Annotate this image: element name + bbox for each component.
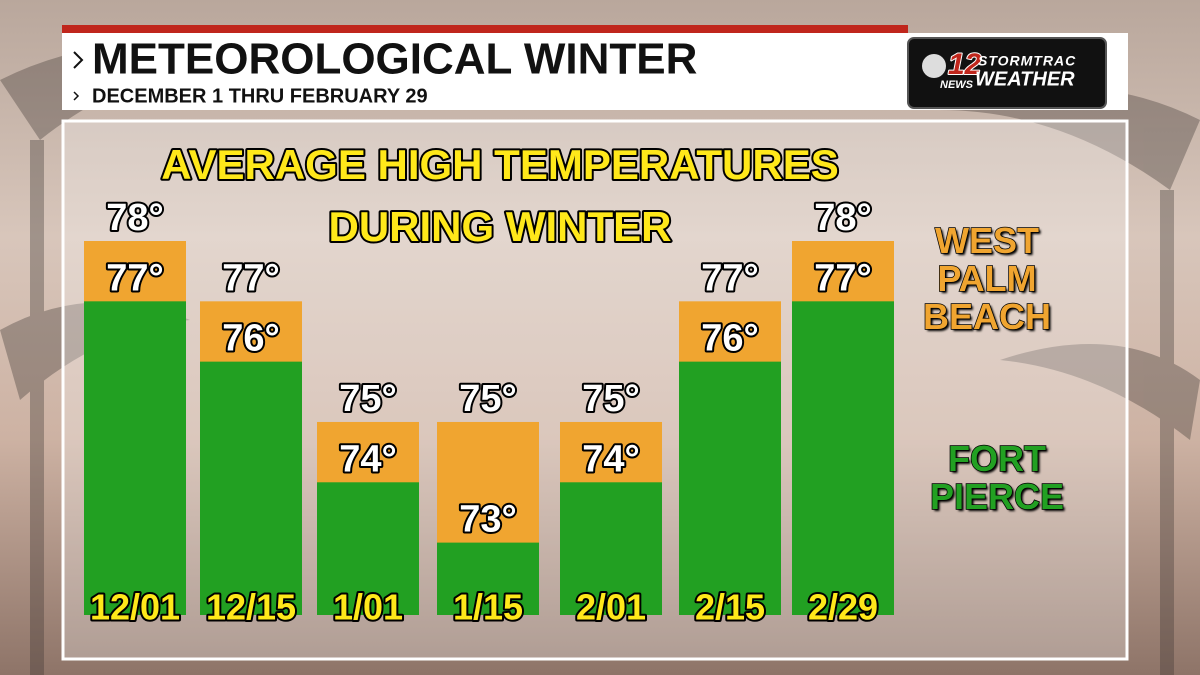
value-label: 75° [339, 378, 396, 420]
chevron-icon [73, 51, 84, 69]
logo-stormtrac: STORMTRAC [978, 53, 1076, 69]
logo-eye [922, 54, 946, 78]
x-tick-label: 2/01 [576, 587, 646, 628]
bar [437, 542, 539, 615]
logo-weather: WEATHER [975, 68, 1075, 90]
value-label: 77° [701, 257, 758, 299]
value-label: 78° [106, 197, 163, 239]
legend-entry: FORT PIERCE [929, 438, 1065, 517]
legend-entry: WEST PALM BEACH [922, 220, 1052, 337]
value-label: 76° [222, 318, 279, 360]
value-label: 78° [814, 197, 871, 239]
value-label: 73° [459, 499, 516, 541]
value-label: 77° [222, 257, 279, 299]
bar [84, 301, 186, 615]
bar [560, 482, 662, 615]
logo-box [907, 37, 1107, 109]
logo-news: NEWS [940, 79, 974, 91]
value-label: 75° [582, 378, 639, 420]
x-tick-label: 2/15 [695, 587, 765, 628]
logo-number: 12 [948, 48, 982, 81]
bar [317, 482, 419, 615]
x-tick-label: 12/01 [90, 587, 180, 628]
x-tick-label: 1/01 [333, 587, 403, 628]
palm-backdrop [0, 44, 1200, 675]
value-label: 77° [106, 257, 163, 299]
header-title: METEOROLOGICAL WINTER [92, 35, 697, 84]
double-chevron-icon [73, 91, 80, 101]
chart-title: AVERAGE HIGH TEMPERATURES DURING WINTER [161, 141, 839, 250]
header-subtitle: DECEMBER 1 THRU FEBRUARY 29 [92, 85, 428, 107]
value-label: 75° [459, 378, 516, 420]
value-label: 77° [814, 257, 871, 299]
bar [200, 361, 302, 615]
value-label: 76° [701, 318, 758, 360]
bar [792, 301, 894, 615]
x-tick-label: 2/29 [808, 587, 878, 628]
value-label: 74° [339, 438, 396, 480]
x-tick-label: 1/15 [453, 587, 523, 628]
header-accent [62, 25, 908, 33]
value-label: 74° [582, 438, 639, 480]
x-tick-label: 12/15 [206, 587, 296, 628]
chart: AVERAGE HIGH TEMPERATURES DURING WINTER78… [84, 139, 894, 630]
bar [679, 361, 781, 615]
